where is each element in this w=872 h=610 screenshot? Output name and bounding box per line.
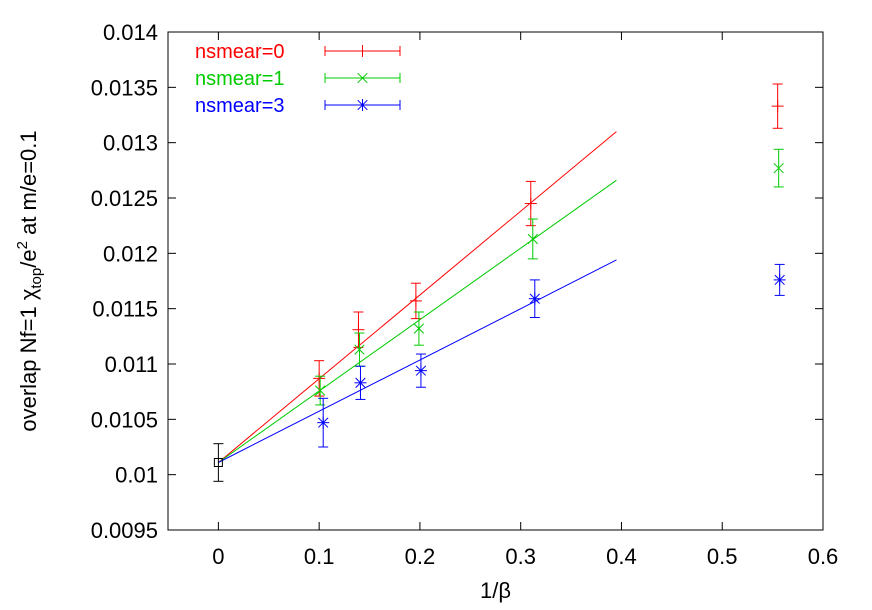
marker-stroke: [354, 344, 365, 355]
legend: nsmear=0 nsmear=1 nsmear=3: [195, 41, 401, 117]
point-marker: [352, 323, 365, 336]
point-marker: [354, 344, 365, 355]
legend-label: nsmear=0: [195, 41, 285, 63]
x-axis-label: 1/β: [480, 578, 511, 603]
y-tick-label: 0.011: [105, 352, 158, 377]
data-point: [414, 353, 427, 388]
data-point: [527, 218, 538, 260]
x-tick-label: 0.4: [606, 544, 637, 569]
x-tick-label: 0.6: [808, 544, 839, 569]
point-marker: [771, 100, 784, 113]
point-marker: [409, 294, 422, 307]
marker-stroke: [355, 377, 366, 388]
y-tick-label: 0.0105: [91, 407, 158, 432]
x-tick-label: 0: [212, 544, 224, 569]
data-point: [773, 148, 784, 188]
fit-line: [218, 259, 617, 463]
data-point: [413, 311, 425, 346]
plot-frame: [167, 31, 824, 531]
data-point: [773, 263, 786, 296]
x-tick-label: 0.1: [304, 544, 335, 569]
point-marker: [413, 323, 425, 334]
y-tick-label: 0.0115: [92, 297, 158, 322]
x-tick-label: 0.3: [505, 544, 536, 569]
data-point: [528, 279, 541, 319]
marker-stroke: [773, 162, 784, 174]
point-marker: [773, 273, 786, 286]
y-tick-label: 0.0135: [91, 75, 158, 100]
data-point: [409, 282, 422, 320]
error-bar: [213, 443, 224, 482]
y-tick-label: 0.012: [103, 241, 158, 266]
marker-stroke: [529, 293, 540, 304]
y-axis-label-prefix: overlap Nf=1: [16, 300, 41, 431]
data-point: [317, 397, 330, 448]
y-tick-label: 0.014: [103, 20, 158, 45]
marker-stroke: [774, 274, 785, 286]
x-tick-label: 0.2: [405, 544, 436, 569]
point-marker: [213, 457, 223, 467]
y-tick-label: 0.01: [115, 463, 158, 488]
marker-stroke: [213, 457, 223, 467]
point-marker: [528, 292, 541, 305]
fit-lines: [218, 131, 617, 463]
fit-line: [218, 131, 617, 463]
y-axis-label: overlap Nf=1 χtop/e2 at m/e=0.1: [14, 130, 45, 431]
legend-label: nsmear=3: [195, 95, 285, 117]
marker-stroke: [318, 417, 329, 428]
legend-label: nsmear=1: [195, 68, 285, 90]
marker-stroke: [415, 365, 427, 376]
data-point: [354, 365, 367, 400]
marker-stroke: [315, 385, 326, 396]
point-marker: [315, 385, 326, 396]
x-tick-label: 0.5: [707, 544, 738, 569]
y-axis-label-exp: 2: [14, 241, 31, 249]
marker-stroke: [357, 72, 368, 84]
point-marker: [357, 72, 368, 84]
y-axis-label-suffix: at m/e=0.1: [16, 130, 41, 241]
y-tick-label: 0.013: [103, 131, 158, 156]
y-axis-label-div: /e: [16, 249, 41, 267]
y-tick-label: 0.0125: [91, 186, 158, 211]
y-tick-label: 0.0095: [91, 518, 158, 543]
extrapolated-point: [213, 443, 224, 482]
fit-line: [218, 179, 617, 463]
marker-stroke: [527, 233, 538, 245]
y-axis-label-sub: top: [28, 268, 45, 289]
plot-area: [167, 31, 824, 531]
data-point: [354, 332, 365, 367]
point-marker: [527, 233, 538, 245]
point-marker: [524, 197, 537, 210]
point-marker: [317, 416, 330, 429]
marker-stroke: [413, 323, 425, 334]
tick-group: 0 0.1 0.2 0.3 0.4 0.5 0.6 0.0095 0.01 0.0105 0.011…: [91, 20, 839, 569]
marker-stroke: [357, 99, 368, 111]
point-marker: [414, 364, 427, 377]
point-marker: [356, 45, 369, 57]
data-point: [771, 83, 784, 129]
point-marker: [354, 376, 367, 389]
data-point: [313, 360, 326, 397]
data-point: [524, 180, 537, 227]
point-marker: [773, 162, 784, 174]
y-axis-label-chi: χ: [16, 288, 41, 300]
point-marker: [356, 99, 369, 111]
data-points: [213, 83, 786, 482]
point-marker: [313, 372, 326, 385]
